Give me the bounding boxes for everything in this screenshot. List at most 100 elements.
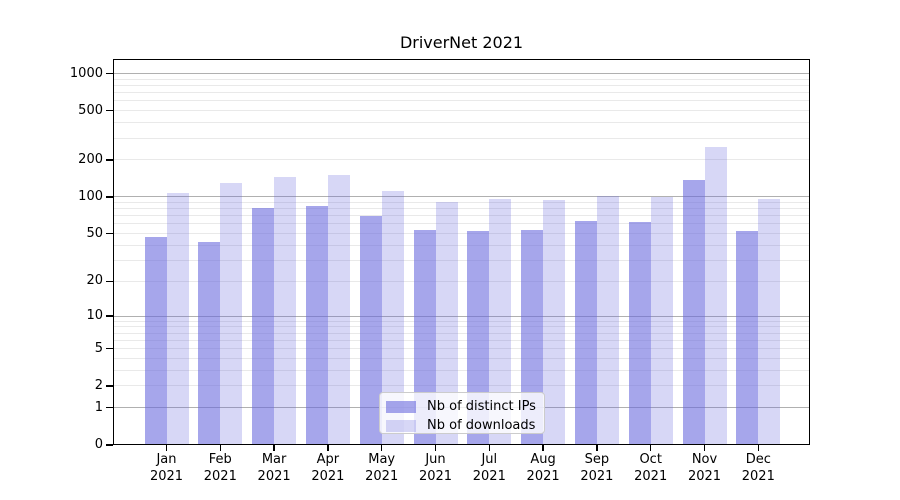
minor-gridline (113, 280, 810, 282)
minor-gridline (113, 110, 810, 112)
minor-gridline (113, 92, 810, 94)
minor-gridline (113, 348, 810, 350)
plot-area (113, 59, 810, 445)
minor-gridline (113, 320, 810, 322)
bar-distinct-ips-jul (467, 230, 490, 445)
bar-downloads-jan (166, 192, 189, 445)
minor-gridline (113, 233, 810, 235)
y-tick-mark (106, 196, 113, 198)
bar-downloads-jun (435, 201, 458, 445)
x-tick-label: May 2021 (365, 452, 399, 484)
y-tick-label: 0 (94, 437, 103, 452)
major-gridline (113, 196, 810, 198)
x-tick-label: Feb 2021 (203, 452, 237, 484)
x-tick-label: Jul 2021 (472, 452, 506, 484)
bar-downloads-jul (489, 199, 512, 445)
y-tick-label: 20 (86, 273, 103, 289)
y-tick-label: 50 (86, 225, 103, 241)
legend-swatch-downloads (386, 419, 416, 432)
x-tick-mark (380, 445, 383, 451)
bar-distinct-ips-mar (252, 208, 275, 445)
minor-gridline (113, 215, 810, 217)
minor-gridline (113, 332, 810, 334)
bar-distinct-ips-aug (521, 229, 544, 445)
x-tick-mark (434, 445, 437, 451)
y-tick-label: 200 (78, 151, 103, 167)
y-tick-label: 1000 (69, 65, 103, 81)
x-tick-mark (542, 445, 544, 451)
minor-gridline (113, 137, 810, 139)
x-tick-mark (488, 445, 491, 451)
bar-distinct-ips-oct (628, 222, 651, 445)
minor-gridline (113, 201, 810, 203)
minor-gridline (113, 122, 810, 124)
bar-downloads-apr (327, 174, 350, 445)
legend-label-distinct-ips: Nb of distinct IPs (427, 399, 536, 414)
y-tick-mark (106, 159, 113, 161)
x-tick-mark (703, 445, 706, 451)
minor-gridline (113, 326, 810, 328)
bar-distinct-ips-jun (413, 229, 436, 445)
x-tick-mark (327, 445, 329, 451)
x-tick-label: Apr 2021 (311, 452, 345, 484)
y-tick-mark (106, 406, 113, 409)
bar-distinct-ips-apr (305, 206, 328, 445)
y-tick-label: 1 (94, 399, 103, 415)
minor-gridline (113, 223, 810, 225)
bar-distinct-ips-may (359, 215, 382, 445)
bar-downloads-dec (758, 199, 781, 445)
bar-distinct-ips-jan (144, 236, 167, 445)
chart-title: DriverNet 2021 (399, 33, 524, 52)
bar-downloads-feb (220, 183, 243, 445)
minor-gridline (113, 244, 810, 246)
bar-downloads-oct (650, 196, 673, 445)
bar-downloads-sep (596, 195, 619, 445)
x-tick-label: Jun 2021 (418, 452, 453, 484)
minor-gridline (113, 357, 810, 359)
minor-gridline (113, 369, 810, 371)
legend-item-distinct-ips: Nb of distinct IPs (386, 397, 538, 416)
minor-gridline (113, 208, 810, 210)
major-gridline (113, 315, 810, 317)
y-tick-mark (106, 232, 113, 235)
x-tick-label: Aug 2021 (526, 452, 560, 484)
legend: Nb of distinct IPs Nb of downloads (379, 392, 545, 434)
bar-downloads-aug (543, 200, 566, 445)
x-tick-label: Dec 2021 (741, 452, 775, 484)
bar-downloads-may (381, 191, 404, 445)
y-tick-label: 2 (94, 377, 103, 393)
x-tick-label: Jan 2021 (149, 452, 184, 484)
y-tick-mark (106, 109, 113, 112)
x-tick-label: Sep 2021 (580, 452, 614, 484)
major-gridline (113, 73, 810, 75)
y-tick-label: 500 (78, 102, 103, 118)
minor-gridline (113, 78, 810, 80)
x-tick-label: Oct 2021 (634, 452, 668, 484)
x-tick-mark (649, 445, 652, 451)
legend-swatch-distinct-ips (386, 400, 416, 413)
x-tick-mark (596, 445, 598, 451)
bar-downloads-mar (274, 177, 297, 445)
minor-gridline (113, 100, 810, 102)
minor-gridline (113, 259, 810, 261)
minor-gridline (113, 339, 810, 341)
legend-item-downloads: Nb of downloads (386, 416, 538, 435)
y-tick-label: 100 (78, 188, 103, 204)
y-tick-mark (106, 385, 113, 387)
bar-downloads-nov (704, 147, 727, 445)
y-tick-mark (106, 315, 113, 317)
bar-distinct-ips-sep (574, 220, 597, 445)
minor-gridline (113, 159, 810, 161)
x-tick-label: Mar 2021 (257, 452, 291, 484)
x-tick-mark (273, 445, 275, 451)
minor-gridline (113, 385, 810, 387)
y-tick-label: 5 (94, 340, 103, 356)
bar-distinct-ips-feb (198, 241, 221, 445)
y-tick-mark (106, 280, 113, 283)
y-tick-mark (106, 444, 113, 446)
x-tick-mark (219, 445, 222, 451)
x-tick-mark (757, 445, 760, 451)
y-tick-mark (106, 347, 113, 350)
minor-gridline (113, 85, 810, 86)
